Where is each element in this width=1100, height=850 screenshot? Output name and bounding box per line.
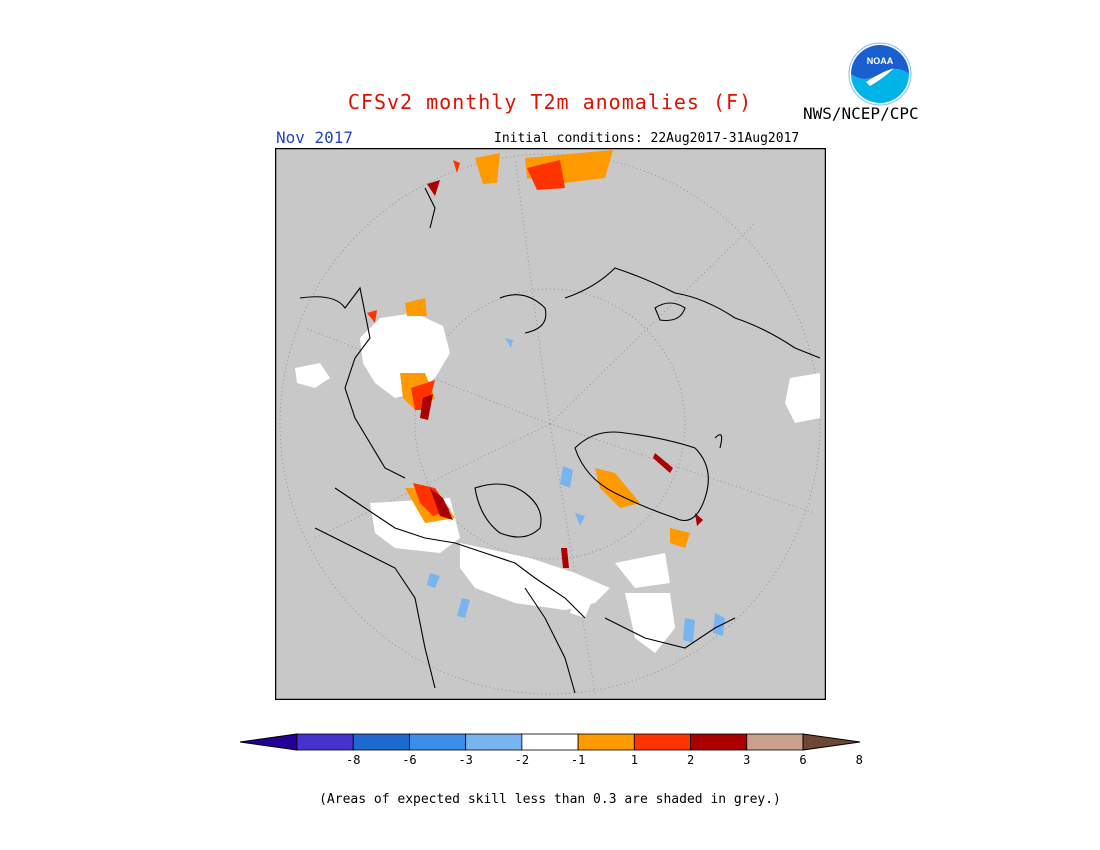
colorbar-tick-label: 8: [856, 753, 863, 767]
coastlines: [299, 187, 821, 694]
skill-footnote: (Areas of expected skill less than 0.3 a…: [319, 792, 781, 807]
colorbar-tick-label: -1: [571, 753, 585, 767]
colorbar-tick-label: -3: [458, 753, 472, 767]
noaa-logo-icon: NOAA: [848, 42, 912, 106]
colorbar-bin-high-arrow: [802, 733, 861, 751]
map-title: CFSv2 monthly T2m anomalies (F): [347, 90, 753, 114]
colorbar-bin: [521, 733, 579, 751]
colorbar-tick-label: 6: [799, 753, 806, 767]
colorbar-bin: [746, 733, 804, 751]
cool-1-2-areas: [427, 338, 725, 643]
initial-conditions-label: Initial conditions: 22Aug2017-31Aug2017: [494, 131, 800, 146]
near-normal-areas: [295, 313, 820, 653]
colorbar-legend: -8 -6 -3 -2 -1 1 2 3 6 8: [239, 733, 863, 767]
colorbar-bin: [633, 733, 691, 751]
colorbar-bin: [465, 733, 523, 751]
colorbar-tick-label: 1: [631, 753, 638, 767]
agency-label: NWS/NCEP/CPC: [803, 104, 919, 123]
warm-3-6-areas: [420, 180, 703, 568]
forecast-month-label: Nov 2017: [276, 128, 354, 147]
colorbar-bin: [577, 733, 635, 751]
colorbar-bin: [352, 733, 410, 751]
colorbar-bin: [690, 733, 748, 751]
colorbar-bin: [296, 733, 354, 751]
graticule: [279, 153, 821, 695]
colorbar-tick-label: -2: [515, 753, 529, 767]
colorbar-tick-label: 2: [687, 753, 694, 767]
colorbar-bin-low-arrow: [239, 733, 298, 751]
polar-anomaly-map: [275, 148, 826, 700]
colorbar-tick-label: -6: [402, 753, 416, 767]
colorbar-bin: [409, 733, 467, 751]
colorbar-tick-label: -8: [346, 753, 360, 767]
colorbar-tick-label: 3: [743, 753, 750, 767]
logo-lettering: NOAA: [867, 56, 894, 66]
